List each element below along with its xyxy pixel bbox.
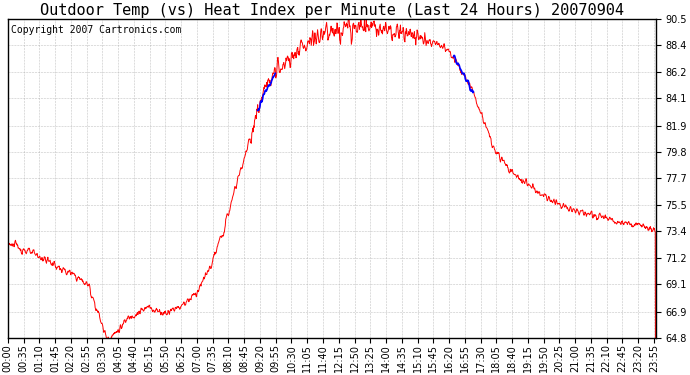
Text: Copyright 2007 Cartronics.com: Copyright 2007 Cartronics.com bbox=[11, 26, 181, 35]
Title: Outdoor Temp (vs) Heat Index per Minute (Last 24 Hours) 20070904: Outdoor Temp (vs) Heat Index per Minute … bbox=[40, 3, 624, 18]
